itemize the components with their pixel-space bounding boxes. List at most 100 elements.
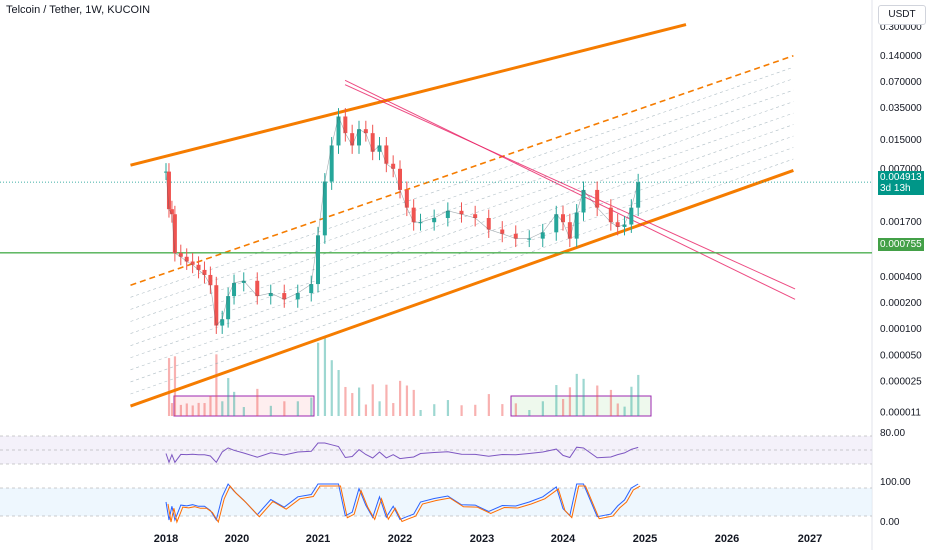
candle-body [636, 182, 641, 208]
candle-body [540, 232, 545, 239]
volume-bar [179, 404, 182, 416]
volume-bar [269, 405, 272, 416]
y-tick-label: 0.001700 [880, 217, 922, 228]
volume-bar [378, 401, 381, 416]
candle-body [322, 181, 327, 236]
y-tick-label: 0.000200 [880, 298, 922, 309]
candle-body [255, 280, 260, 297]
x-tick-label: 2020 [225, 533, 249, 545]
channel-lower-line [129, 169, 794, 408]
volume-bar [203, 403, 206, 416]
candle-body [561, 214, 565, 223]
last-price-badge: 0.004913 3d 13h [878, 171, 924, 195]
volume-bar [167, 358, 171, 416]
y-tick-label: 0.070000 [880, 77, 922, 88]
trend-line-lower [344, 84, 796, 290]
candle-body [169, 209, 174, 215]
candle-body [172, 214, 177, 254]
volume-bar [460, 405, 463, 416]
candle-body [190, 261, 195, 265]
y-tick-label: 0.000050 [880, 350, 922, 361]
x-tick-label: 2018 [154, 533, 178, 545]
x-tick-label: 2022 [388, 533, 412, 545]
channel-grid-line [130, 147, 794, 383]
volume-bar [215, 354, 218, 416]
volume-bar [209, 395, 212, 416]
candle-body [384, 145, 389, 164]
stoch-d-line [167, 485, 641, 524]
y-tick-label: 0.035000 [880, 103, 922, 114]
volume-bar [197, 402, 200, 416]
candle-body [567, 222, 572, 239]
volume-bar [173, 356, 177, 416]
volume-bar [191, 405, 194, 416]
candle-body [574, 212, 579, 239]
candle-body [404, 189, 409, 208]
volume-bar [575, 373, 578, 416]
channel-upper-line [130, 23, 687, 167]
y-tick-label: 0.000100 [880, 324, 922, 335]
candle-body [282, 293, 287, 300]
stoch-band [0, 488, 872, 516]
volume-bar [170, 403, 174, 416]
y-tick-label: 0.000011 [880, 407, 921, 418]
volume-bar [221, 401, 224, 416]
candle-body [459, 210, 464, 215]
candle-body [581, 189, 586, 213]
x-tick-label: 2023 [470, 533, 494, 545]
volume-bar [330, 360, 333, 416]
candle-body [295, 293, 300, 300]
volume-bar [358, 387, 361, 416]
volume-bar [344, 386, 347, 416]
volume-bar [227, 378, 230, 416]
channel-grid-line [130, 78, 794, 310]
candle-body [214, 285, 219, 326]
volume-bar [616, 403, 619, 416]
candle-body [329, 145, 334, 182]
volume-bar [392, 403, 395, 416]
candle-body [268, 293, 273, 297]
volume-bar [283, 401, 286, 416]
trend-line-upper [344, 79, 796, 300]
x-tick-label: 2025 [633, 533, 657, 545]
volume-bar [474, 404, 477, 416]
candle-body [513, 233, 518, 239]
stoch-upper-label: 100.00 [880, 477, 911, 488]
candle-body [363, 129, 368, 134]
x-tick-label: 2024 [551, 533, 576, 545]
candle-body [370, 133, 375, 152]
volume-bar [317, 342, 320, 416]
volume-bar [501, 404, 504, 416]
volume-bar [419, 410, 422, 416]
candle-body [357, 129, 361, 146]
candle-body [377, 145, 382, 152]
support-price-value: 0.000755 [880, 239, 922, 250]
candle-body [241, 280, 246, 283]
countdown-label: 3d 13h [880, 183, 911, 194]
volume-bar [555, 385, 558, 416]
y-tick-label: 0.000400 [880, 272, 922, 283]
currency-selector[interactable]: USDT [878, 5, 926, 25]
candle-body [220, 319, 225, 326]
volume-box-right [510, 395, 652, 417]
channel-grid-line [130, 124, 794, 359]
candle-body [166, 171, 171, 210]
candle-body [316, 235, 320, 285]
close-price-path [165, 115, 639, 327]
volume-bar [541, 401, 544, 416]
volume-bar [562, 398, 565, 416]
volume-bar [568, 387, 572, 416]
volume-bar [364, 404, 368, 416]
candle-body [500, 229, 505, 234]
volume-bar [185, 403, 188, 416]
y-tick-label: 0.140000 [880, 51, 922, 62]
candle-body [615, 222, 620, 227]
candle-body [336, 116, 341, 146]
support-price-badge: 0.000755 [878, 238, 924, 251]
candle-body [527, 238, 532, 240]
volume-bar [296, 401, 299, 416]
candle-body [391, 163, 396, 169]
candle-body [595, 189, 600, 208]
